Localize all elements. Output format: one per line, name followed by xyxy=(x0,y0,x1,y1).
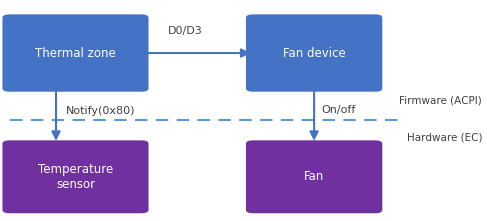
Text: Notify(0x80): Notify(0x80) xyxy=(66,105,135,116)
FancyBboxPatch shape xyxy=(246,140,382,213)
FancyBboxPatch shape xyxy=(246,14,382,92)
Text: Fan device: Fan device xyxy=(283,47,345,59)
Text: Thermal zone: Thermal zone xyxy=(35,47,116,59)
FancyBboxPatch shape xyxy=(2,14,149,92)
Text: Fan: Fan xyxy=(304,170,324,183)
FancyBboxPatch shape xyxy=(2,140,149,213)
Text: D0/D3: D0/D3 xyxy=(168,27,203,36)
Text: Firmware (ACPI): Firmware (ACPI) xyxy=(399,95,482,106)
Text: On/off: On/off xyxy=(321,105,356,116)
Text: Hardware (EC): Hardware (EC) xyxy=(407,132,482,142)
Text: Temperature
sensor: Temperature sensor xyxy=(38,163,113,191)
